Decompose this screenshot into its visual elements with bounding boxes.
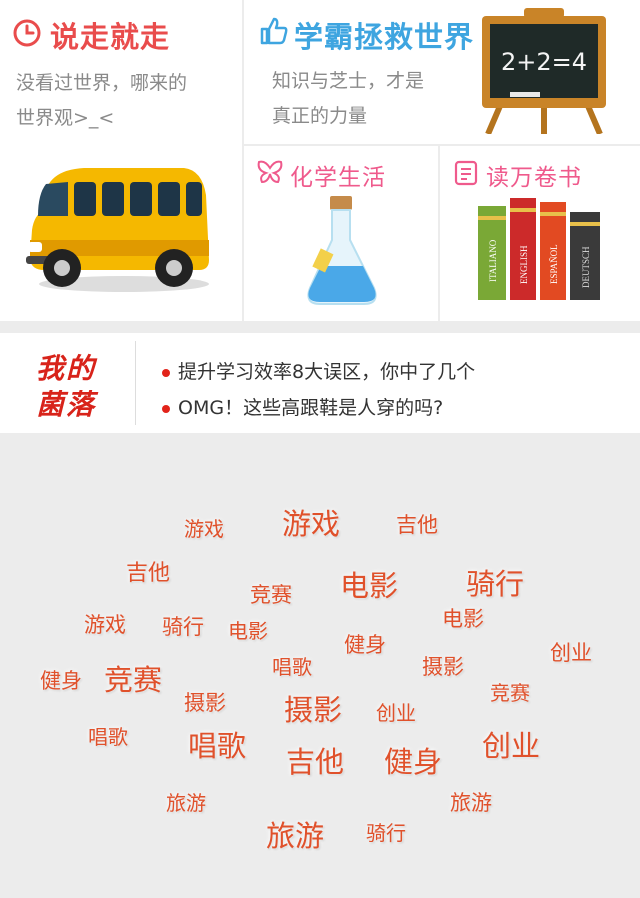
interest-tag[interactable]: 游戏 — [282, 507, 341, 541]
interest-tag[interactable]: 骑行 — [366, 821, 406, 845]
news-item[interactable]: OMG！这些高跟鞋是人穿的吗? — [162, 393, 443, 420]
chalkboard-illustration: 2+2=4 — [482, 8, 606, 134]
divider — [135, 341, 136, 425]
tile-travel[interactable]: 说走就走 没看过世界，哪来的 世界观>_< — [0, 0, 242, 321]
tile-title: 读万卷书 — [486, 165, 582, 191]
interest-tag[interactable]: 竞赛 — [490, 681, 530, 705]
tile-desc-line: 没看过世界，哪来的 — [16, 72, 188, 94]
interest-tag[interactable]: 旅游 — [266, 819, 325, 853]
tile-title: 化学生活 — [290, 165, 386, 191]
interest-tag[interactable]: 健身 — [384, 745, 443, 779]
interest-tag[interactable]: 电影 — [340, 569, 399, 603]
interest-tag[interactable]: 唱歌 — [272, 655, 312, 679]
interest-tag[interactable]: 创业 — [550, 641, 592, 665]
interest-tag[interactable]: 骑行 — [162, 615, 204, 639]
interest-tag[interactable]: 竞赛 — [104, 663, 163, 697]
corner-logo-line1: 我的 — [36, 352, 97, 385]
interest-tag[interactable]: 唱歌 — [188, 729, 247, 763]
interest-tag[interactable]: 电影 — [442, 607, 484, 631]
book-spine-label: ESPAÑOL — [549, 244, 559, 284]
tile-books[interactable]: 读万卷书 ITALIANO ENGLISH ESPAÑOL DEUTSCH — [440, 146, 640, 321]
interest-tag[interactable]: 骑行 — [466, 567, 525, 601]
interest-tag[interactable]: 摄影 — [184, 691, 226, 715]
interest-tag[interactable]: 健身 — [344, 633, 386, 657]
interest-tag[interactable]: 竞赛 — [250, 583, 292, 607]
chalkboard-text: 2+2=4 — [501, 48, 587, 76]
interest-tag-cloud: 游戏 游戏 吉他 吉他 竞赛 电影 骑行 游戏 骑行 电影 电影 健身 创业 唱… — [0, 445, 640, 898]
document-icon — [454, 160, 478, 186]
interest-tag[interactable]: 唱歌 — [88, 725, 128, 749]
school-bus-illustration — [26, 168, 209, 292]
tile-desc-line: 真正的力量 — [272, 105, 368, 127]
interest-tag[interactable]: 创业 — [482, 729, 541, 763]
interest-tag[interactable]: 吉他 — [286, 745, 345, 779]
interest-tag[interactable]: 摄影 — [422, 655, 464, 679]
bullet-dot — [162, 368, 170, 377]
news-item[interactable]: 提升学习效率8大误区，你中了几个 — [162, 357, 475, 384]
corner-logo[interactable]: 我的 菌落 — [36, 345, 116, 421]
interest-tag[interactable]: 游戏 — [184, 517, 224, 541]
bullet-dot — [162, 404, 170, 413]
book-spine-label: ITALIANO — [488, 239, 498, 282]
book-spine-label: DEUTSCH — [581, 246, 591, 288]
interest-tag[interactable]: 吉他 — [396, 513, 438, 537]
interest-tag[interactable]: 创业 — [376, 701, 416, 725]
tile-study[interactable]: 学霸拯救世界 知识与芝士，才是 真正的力量 2+2=4 — [244, 0, 640, 144]
interest-tag[interactable]: 旅游 — [166, 791, 206, 815]
interest-tag[interactable]: 旅游 — [450, 791, 492, 815]
tile-desc-line: 知识与芝士，才是 — [272, 70, 425, 92]
flask-illustration — [307, 196, 377, 305]
corner-section: 我的 菌落 提升学习效率8大误区，你中了几个 OMG！这些高跟鞋是人穿的吗? — [0, 333, 640, 433]
tile-desc-line: 世界观>_< — [16, 107, 115, 129]
books-illustration: ITALIANO ENGLISH ESPAÑOL DEUTSCH — [478, 198, 600, 300]
tile-chemistry[interactable]: 化学生活 — [244, 146, 438, 321]
interest-tag[interactable]: 健身 — [40, 669, 82, 693]
interest-tag[interactable]: 吉他 — [126, 561, 171, 586]
book-spine-label: ENGLISH — [519, 245, 529, 284]
interest-tag[interactable]: 摄影 — [284, 693, 343, 727]
interest-tag[interactable]: 游戏 — [84, 613, 126, 637]
corner-logo-line2: 菌落 — [36, 388, 97, 421]
clock-icon — [13, 19, 41, 47]
tile-title: 说走就走 — [50, 20, 171, 54]
butterfly-icon — [257, 160, 283, 184]
interest-tag[interactable]: 电影 — [228, 619, 268, 643]
thumbs-up-icon — [260, 17, 288, 45]
tile-title: 学霸拯救世界 — [294, 20, 475, 54]
